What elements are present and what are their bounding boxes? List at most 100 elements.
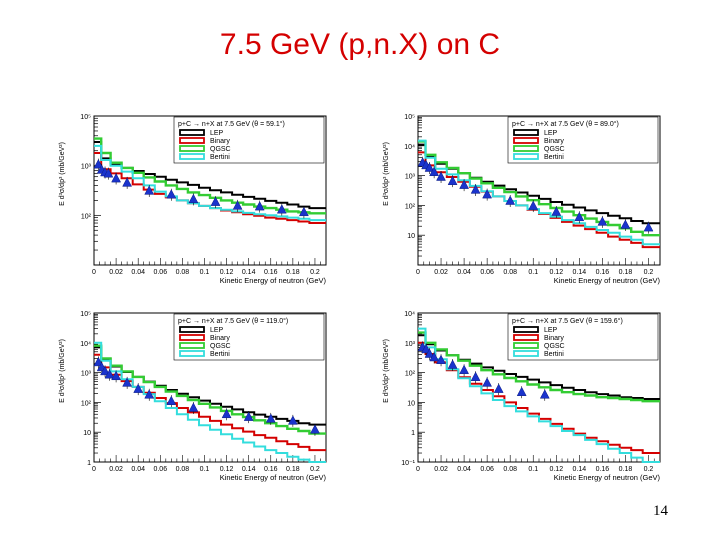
x-tick-label: 0.18	[286, 466, 300, 473]
data-point	[482, 189, 493, 199]
legend-label-qgsc: QGSC	[544, 146, 565, 153]
legend-box	[507, 116, 659, 164]
x-tick-label: 0.16	[596, 269, 610, 276]
y-tick-label: 10³	[405, 341, 416, 348]
data-point	[298, 206, 309, 217]
x-tick-label: 0.2	[644, 466, 654, 473]
data-point	[447, 175, 458, 185]
x-tick-label: 0.14	[573, 269, 587, 276]
x-tick-label: 0.08	[176, 466, 190, 473]
data-point	[133, 383, 144, 393]
data-point	[447, 359, 458, 369]
legend-box	[173, 313, 325, 361]
data-point	[103, 168, 114, 178]
data-point	[459, 179, 470, 189]
legend-swatch-lep	[179, 129, 205, 136]
x-tick-label: 0	[416, 466, 420, 473]
y-tick-label: 10⁴	[404, 144, 415, 151]
data-point	[122, 377, 133, 387]
y-axis-label: E d³σ/dp³ (mb/GeV²)	[59, 142, 66, 206]
data-point	[643, 222, 654, 232]
chart-panel-59deg: 10² 10³ 10⁵ 0 0.02 0.04 0.06 0.08 0.1 0.12 0.14 0.1…	[52, 108, 332, 298]
chart-panel-159deg: 10⁻¹ 1 10 10² 10³ 10⁴ 0 0.02 0.04 0.06 0.08 0.1 0.12…	[376, 305, 666, 495]
x-tick-label: 0.12	[549, 466, 563, 473]
y-tick-label: 10⁵	[80, 311, 91, 318]
legend-swatch-bertini	[179, 350, 205, 357]
data-point	[243, 411, 254, 421]
data-point	[493, 383, 504, 393]
y-axis-label: E d³σ/dp³ (mb/GeV²)	[59, 339, 66, 403]
x-tick-label: 0.2	[644, 269, 654, 276]
data-point	[287, 415, 298, 425]
x-tick-label: 0.08	[503, 269, 517, 276]
x-axis-label: Kinetic Energy of neutron (GeV)	[554, 473, 661, 482]
y-tick-label: 10⁵	[80, 114, 91, 121]
data-point	[210, 196, 221, 206]
y-axis-label: E d³σ/dp³ (mb/GeV²)	[383, 142, 390, 206]
x-tick-label: 0.2	[310, 269, 320, 276]
y-tick-label: 10²	[405, 203, 416, 210]
data-point	[470, 184, 481, 194]
x-tick-label: 0.02	[109, 466, 123, 473]
x-tick-label: 0.1	[528, 466, 538, 473]
legend-swatch-binary	[513, 137, 539, 144]
series-binary	[418, 341, 660, 454]
data-point	[188, 193, 199, 204]
legend-swatch-qgsc	[179, 342, 205, 349]
chart-59deg: 10² 10³ 10⁵ 0 0.02 0.04 0.06 0.08 0.1 0.12 0.14 0.1…	[59, 114, 327, 285]
legend-label-lep: LEP	[544, 327, 558, 334]
x-tick-label: 0.04	[131, 466, 145, 473]
legend-label-lep: LEP	[210, 130, 224, 137]
legend-label-binary: Binary	[544, 335, 564, 342]
data-point	[254, 201, 265, 211]
data-point	[144, 389, 155, 399]
legend-swatch-bertini	[179, 153, 205, 160]
x-tick-label: 0.1	[528, 269, 538, 276]
data-point	[310, 424, 320, 434]
x-tick-label: 0.02	[109, 269, 123, 276]
x-tick-label: 0.2	[310, 466, 320, 473]
chart-panel-119deg: 1 10 10² 10³ 10⁴ 10⁵ 0 0.02 0.04 0.06 0.08 0.1 0.12 0…	[52, 305, 332, 495]
data-point	[424, 162, 435, 172]
legend-title: p+C → n+X at 7.5 GeV (θ = 59.1°)	[178, 120, 285, 128]
legend-label-qgsc: QGSC	[210, 343, 231, 350]
x-tick-label: 0	[92, 466, 96, 473]
y-tick-label: 10⁵	[404, 114, 415, 121]
slide-title: 7.5 GeV (p,n.X) on C	[219, 28, 501, 61]
data-point	[539, 389, 550, 399]
data-point	[265, 413, 276, 423]
legend-label-binary: Binary	[544, 138, 564, 145]
legend-label-bertini: Bertini	[544, 351, 564, 358]
legend-swatch-binary	[179, 137, 205, 144]
y-tick-label: 10³	[405, 174, 416, 181]
chart-119deg: 1 10 10² 10³ 10⁴ 10⁵ 0 0.02 0.04 0.06 0.08 0.1 0.12 0…	[59, 311, 327, 482]
y-tick-label: 10²	[81, 213, 92, 220]
data-point	[276, 204, 287, 214]
y-tick-label: 10³	[81, 164, 92, 171]
data-point	[221, 408, 232, 419]
legend-label-bertini: Bertini	[210, 154, 230, 161]
data-point	[516, 386, 527, 396]
data-point	[104, 369, 115, 379]
legend-swatch-binary	[179, 334, 205, 341]
data-point	[166, 395, 177, 405]
data-point	[551, 206, 562, 216]
data-point	[144, 185, 155, 195]
legend-swatch-qgsc	[179, 145, 205, 152]
data-point	[424, 348, 435, 358]
legend-swatch-qgsc	[513, 342, 539, 349]
data-point	[429, 166, 440, 176]
x-tick-label: 0.16	[264, 269, 278, 276]
chart-panel-89deg: 10 10² 10³ 10⁴ 10⁵ 0 0.02 0.04 0.06 0.08 0.1 0.12 0.…	[376, 108, 666, 298]
legend-swatch-binary	[513, 334, 539, 341]
x-tick-label: 0.08	[176, 269, 190, 276]
y-tick-label: 10⁻¹	[401, 460, 415, 467]
legend-label-lep: LEP	[544, 130, 558, 137]
series-bertini	[418, 327, 660, 463]
legend-box	[507, 313, 659, 361]
x-tick-label: 0.04	[457, 466, 471, 473]
chart-159deg: 10⁻¹ 1 10 10² 10³ 10⁴ 0 0.02 0.04 0.06 0.08 0.1 0.12…	[383, 311, 661, 482]
data-point	[100, 365, 110, 376]
y-tick-label: 10³	[81, 371, 92, 378]
data-point	[166, 189, 177, 199]
